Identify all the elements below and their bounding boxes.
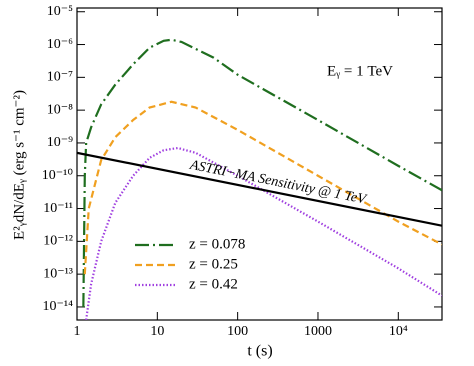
series-line bbox=[77, 151, 442, 227]
y-tick-label: 10⁻⁹ bbox=[47, 135, 73, 150]
y-tick-label: 10⁻¹³ bbox=[43, 266, 73, 281]
y-tick-label: 10⁻⁷ bbox=[47, 70, 73, 85]
annotation: Eᵧ = 1 TeV bbox=[327, 63, 393, 79]
x-axis-label: t (s) bbox=[247, 343, 272, 360]
y-tick-label: 10⁻¹⁰ bbox=[42, 168, 74, 183]
x-tick-label: 100 bbox=[227, 324, 248, 339]
x-tick-label: 10⁴ bbox=[389, 324, 408, 339]
legend-label: z = 0.078 bbox=[189, 236, 245, 252]
series-line bbox=[82, 38, 442, 307]
series-line bbox=[85, 146, 442, 320]
y-tick-label: 10⁻¹⁴ bbox=[43, 299, 74, 314]
series-line bbox=[83, 100, 442, 275]
legend-label: z = 0.25 bbox=[189, 256, 238, 272]
y-tick-label: 10⁻¹¹ bbox=[43, 201, 73, 216]
x-tick-label: 10 bbox=[150, 324, 164, 339]
y-tick-label: 10⁻⁸ bbox=[47, 102, 73, 117]
plot-frame bbox=[76, 7, 443, 321]
x-tick-label: 1 bbox=[74, 324, 81, 339]
y-tick-label: 10⁻⁵ bbox=[47, 4, 73, 19]
y-tick-label: 10⁻⁶ bbox=[47, 37, 73, 52]
y-axis-label: E²ᵧdN/dEᵧ (erg s⁻¹ cm⁻²) bbox=[11, 90, 27, 240]
line-label: ASTRI−MA Sensitivity @ 1 TeV bbox=[188, 158, 369, 208]
plot-area bbox=[77, 38, 442, 320]
legend-label: z = 0.42 bbox=[189, 276, 238, 292]
x-tick-label: 1000 bbox=[304, 324, 332, 339]
y-tick-label: 10⁻¹² bbox=[43, 234, 73, 249]
